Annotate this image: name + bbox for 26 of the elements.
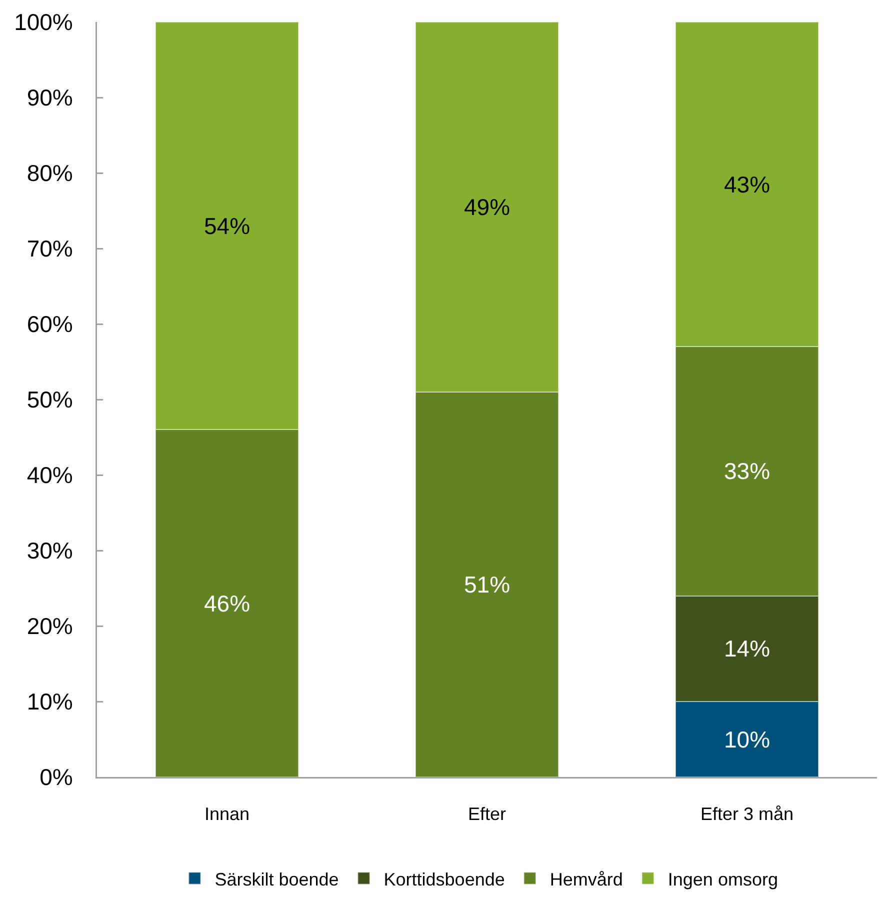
legend-label: Hemvård: [550, 869, 623, 890]
x-tick-label: Efter: [468, 804, 506, 824]
y-tick-label: 90%: [26, 84, 73, 111]
data-label: 14%: [724, 636, 770, 662]
data-label: 54%: [204, 212, 250, 239]
legend-label: Korttidsboende: [384, 869, 505, 890]
data-label: 49%: [464, 194, 510, 220]
data-label: 51%: [464, 571, 510, 598]
y-tick-label: 50%: [26, 386, 73, 413]
x-tick-label: Innan: [204, 804, 250, 824]
data-label: 43%: [724, 171, 770, 198]
data-label: 46%: [204, 590, 250, 616]
y-tick-label: 60%: [26, 311, 73, 338]
y-tick-label: 0%: [40, 764, 73, 790]
data-label: 10%: [724, 726, 770, 752]
y-tick-label: 100%: [14, 9, 73, 36]
legend-label: Ingen omsorg: [668, 869, 778, 890]
y-tick-label: 70%: [26, 236, 73, 262]
y-tick-label: 20%: [26, 613, 73, 640]
y-tick-label: 10%: [26, 688, 73, 715]
data-label: 33%: [724, 458, 770, 484]
y-tick-label: 40%: [26, 462, 73, 488]
x-tick-label: Efter 3 mån: [700, 804, 794, 824]
legend-label: Särskilt boende: [214, 869, 339, 890]
y-tick-label: 80%: [26, 160, 73, 186]
y-tick-label: 30%: [26, 538, 73, 564]
